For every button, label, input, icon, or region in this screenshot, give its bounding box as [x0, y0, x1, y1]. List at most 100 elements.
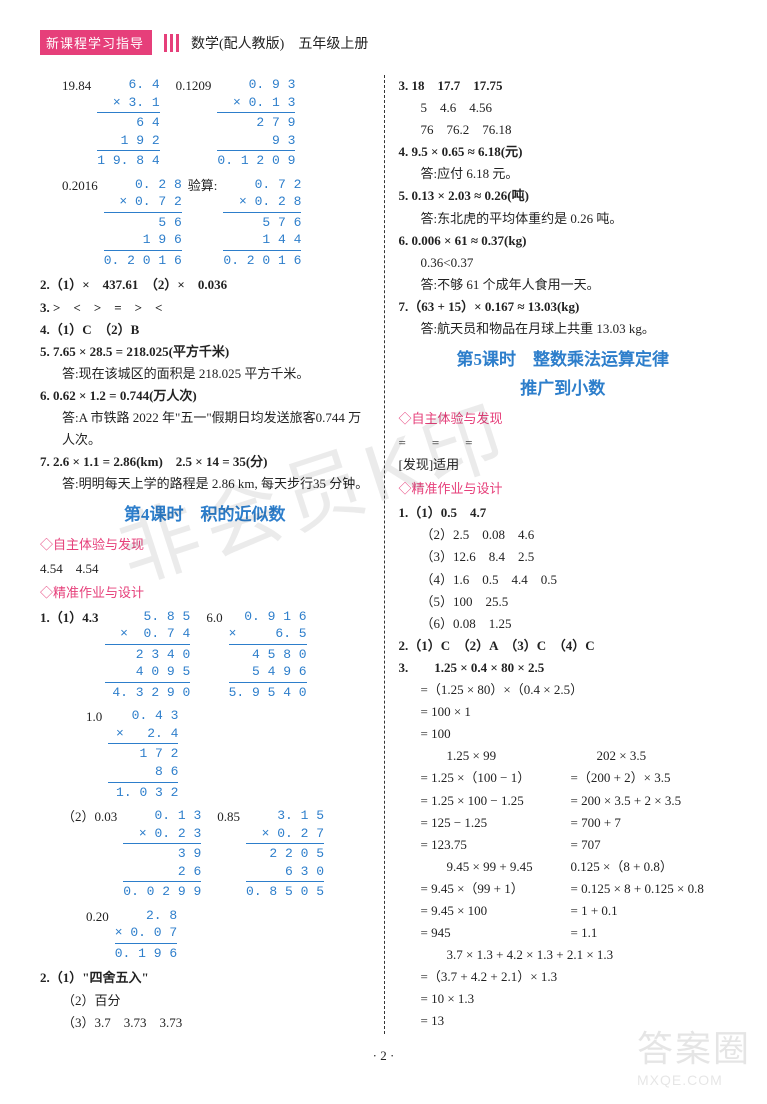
- calc-line: 5 4 9 6: [229, 663, 307, 681]
- value: 0.20: [40, 906, 109, 928]
- calc-line: 9 3: [217, 132, 295, 150]
- calc-line: 0. 7 2: [223, 176, 301, 194]
- stripe-icon: [164, 34, 179, 52]
- corner-sub: MXQE.COM: [637, 1072, 751, 1088]
- text-line: （3）3.7 3.73 3.73: [40, 1012, 370, 1034]
- eq-row: = 9.45 × 100= 1 + 0.1: [421, 900, 728, 922]
- eq-row: = 9.45 ×（99 + 1）= 0.125 × 8 + 0.125 × 0.…: [421, 878, 728, 900]
- calc-line: 0. 1 3: [123, 807, 201, 825]
- calc-line: × 0. 7 4: [105, 625, 191, 643]
- text-line: = 10 × 1.3: [399, 988, 728, 1010]
- calc-line: 5. 8 5: [105, 608, 191, 626]
- text-line: 答:不够 61 个成年人食用一天。: [399, 274, 728, 296]
- calc-block: 0. 7 2 × 0. 2 8 5 7 6 1 4 4 0. 2 0 1 6: [223, 176, 301, 270]
- label: 验算:: [188, 175, 218, 197]
- calc-block: 5. 8 5 × 0. 7 4 2 3 4 0 4 0 9 5 4. 3 2 9…: [105, 608, 191, 702]
- text-line: 5. 7.65 × 28.5 = 218.025(平方千米): [40, 341, 370, 363]
- calc-line: × 0. 0 7: [115, 924, 177, 942]
- calc-block: 0. 9 3 × 0. 1 3 2 7 9 9 3 0. 1 2 0 9: [217, 76, 295, 170]
- text-line: 0.36<0.37: [399, 252, 728, 274]
- calc-line: × 0. 7 2: [104, 193, 182, 211]
- text-line: 6. 0.006 × 61 ≈ 0.37(kg): [399, 230, 728, 252]
- text-line: （4）1.6 0.5 4.4 0.5: [399, 569, 728, 591]
- text-line: 5 4.6 4.56: [399, 97, 728, 119]
- calc-line: × 6. 5: [229, 625, 307, 643]
- calc-line: 5 6: [104, 214, 182, 232]
- text-line: （5）100 25.5: [399, 591, 728, 613]
- calc-line: 6 3 0: [246, 863, 324, 881]
- page-header: 新课程学习指导 数学(配人教版) 五年级上册: [40, 30, 727, 55]
- text-line: 答:应付 6.18 元。: [399, 163, 728, 185]
- left-column: 19.84 6. 4 × 3. 1 6 4 1 9 2 1 9. 8 4 0.1…: [40, 75, 384, 1034]
- calc-line: 4. 3 2 9 0: [105, 684, 191, 702]
- section-heading: ◇自主体验与发现: [399, 408, 728, 430]
- calc-line: 0. 9 3: [217, 76, 295, 94]
- value: 0.85: [217, 806, 240, 828]
- calc-line: 4 5 8 0: [229, 646, 307, 664]
- text-line: 答:东北虎的平均体重约是 0.26 吨。: [399, 208, 728, 230]
- calc-line: 2. 8: [115, 907, 177, 925]
- text-line: [发现]适用: [399, 454, 728, 476]
- calc-block: 0. 2 8 × 0. 7 2 5 6 1 9 6 0. 2 0 1 6: [104, 176, 182, 270]
- calc-line: 4 0 9 5: [105, 663, 191, 681]
- text-line: = 100: [399, 723, 728, 745]
- calc-line: 0. 2 8: [104, 176, 182, 194]
- section-heading: ◇自主体验与发现: [40, 534, 370, 556]
- calc-line: 0. 2 0 1 6: [104, 252, 182, 270]
- eq-row: 9.45 × 99 + 9.450.125 ×（8 + 0.8）: [421, 856, 728, 878]
- calc-block: 3. 1 5 × 0. 2 7 2 2 0 5 6 3 0 0. 8 5 0 5: [246, 807, 324, 901]
- text-line: 答:现在该城区的面积是 218.025 平方千米。: [40, 363, 370, 385]
- value: 6.0: [206, 607, 222, 629]
- calc-line: 6. 4: [97, 76, 159, 94]
- brand-badge: 新课程学习指导: [40, 30, 152, 55]
- calc-line: 5. 9 5 4 0: [229, 684, 307, 702]
- eq-row: 1.25 × 99 202 × 3.5: [421, 745, 728, 767]
- lesson-heading: 第4课时 积的近似数: [40, 501, 370, 530]
- text-line: 5. 0.13 × 2.03 ≈ 0.26(吨): [399, 185, 728, 207]
- calc-line: 1 9. 8 4: [97, 152, 159, 170]
- calc-line: 0. 9 1 6: [229, 608, 307, 626]
- calc-line: 6 4: [97, 114, 159, 132]
- text-line: 76 76.2 76.18: [399, 119, 728, 141]
- text-line: 4.（1）C （2）B: [40, 319, 370, 341]
- subject-label: 数学(配人教版) 五年级上册: [191, 33, 368, 53]
- text-line: 2.（1）"四舍五入": [40, 967, 370, 989]
- text-line: 1.（1）0.5 4.7: [399, 502, 728, 524]
- calc-block: 2. 8 × 0. 0 7 0. 1 9 6: [115, 907, 177, 963]
- calc-line: 0. 4 3: [108, 707, 178, 725]
- text-line: 3. 1.25 × 0.4 × 80 × 2.5: [399, 657, 728, 679]
- text-line: 4.54 4.54: [40, 558, 370, 580]
- text-line: =（1.25 × 80）×（0.4 × 2.5）: [399, 679, 728, 701]
- text-line: 答:明明每天上学的路程是 2.86 km, 每天步行35 分钟。: [40, 473, 370, 495]
- corner-watermark: 答案圈 MXQE.COM: [637, 1020, 751, 1088]
- calc-line: 2 3 4 0: [105, 646, 191, 664]
- calc-line: × 3. 1: [97, 94, 159, 112]
- text-line: （6）0.08 1.25: [399, 613, 728, 635]
- text-line: 3.7 × 1.3 + 4.2 × 1.3 + 2.1 × 1.3: [399, 944, 728, 966]
- calc-line: 0. 8 5 0 5: [246, 883, 324, 901]
- text-line: 6. 0.62 × 1.2 = 0.744(万人次): [40, 385, 370, 407]
- calc-line: 1. 0 3 2: [108, 784, 178, 802]
- value: （2）0.03: [40, 806, 117, 828]
- calc-line: 1 7 2: [108, 745, 178, 763]
- text-line: 2.（1）× 437.61 （2）× 0.036: [40, 274, 370, 296]
- calc-block: 0. 9 1 6 × 6. 5 4 5 8 0 5 4 9 6 5. 9 5 4…: [229, 608, 307, 702]
- calc-line: 0. 1 9 6: [115, 945, 177, 963]
- value: 0.1209: [176, 75, 212, 97]
- lesson-heading: 推广到小数: [399, 375, 728, 404]
- calc-block: 0. 4 3 × 2. 4 1 7 2 8 6 1. 0 3 2: [108, 707, 178, 801]
- calc-line: 5 7 6: [223, 214, 301, 232]
- calc-line: × 0. 1 3: [217, 94, 295, 112]
- value: 1.0: [40, 706, 102, 728]
- text-line: 7. 2.6 × 1.1 = 2.86(km) 2.5 × 14 = 35(分): [40, 451, 370, 473]
- text-line: = 100 × 1: [399, 701, 728, 723]
- lesson-heading: 第5课时 整数乘法运算定律: [399, 346, 728, 375]
- text-line: 3. > < > = > <: [40, 297, 370, 319]
- calc-line: 2 7 9: [217, 114, 295, 132]
- section-heading: ◇精准作业与设计: [399, 478, 728, 500]
- text-line: 答:A 市铁路 2022 年"五一"假期日均发送旅客0.744 万人次。: [40, 407, 370, 451]
- calc-line: 1 4 4: [223, 231, 301, 249]
- value: 0.2016: [40, 175, 98, 197]
- text-line: 2.（1）C （2）A （3）C （4）C: [399, 635, 728, 657]
- calc-block: 0. 1 3 × 0. 2 3 3 9 2 6 0. 0 2 9 9: [123, 807, 201, 901]
